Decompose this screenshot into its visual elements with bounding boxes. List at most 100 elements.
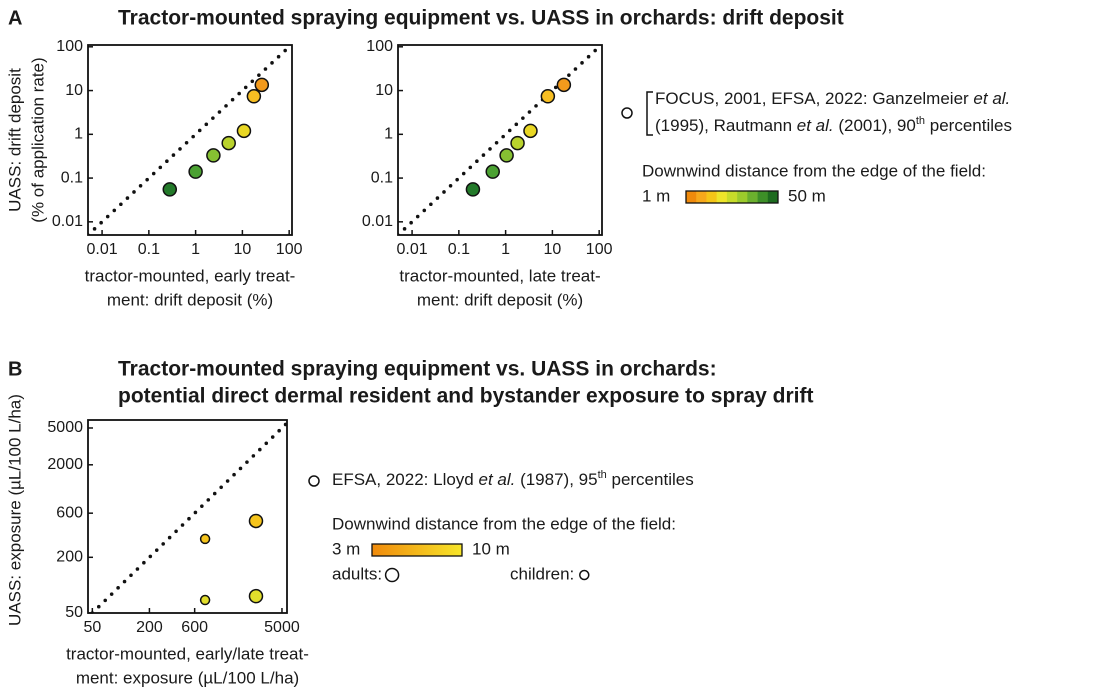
y-axis-label: UASS: drift deposit [5, 68, 24, 212]
colorbar-segment [716, 191, 728, 203]
y-tick-label: 10 [375, 82, 393, 99]
y-axis-label: (% of application rate) [28, 57, 47, 222]
legend-text-run: et al. [478, 470, 515, 489]
legend-text-run: th [916, 115, 925, 127]
legend-text-run: percentiles [925, 116, 1012, 135]
colorbar-segment [696, 191, 707, 203]
legend-marker [308, 475, 320, 487]
x-axis-label: tractor-mounted, late treat- [399, 266, 600, 285]
y-tick-label: 10 [65, 82, 83, 99]
colorbar-max-label: 10 m [472, 539, 510, 558]
x-tick-label: 600 [181, 619, 208, 636]
legend-bracket [646, 91, 653, 136]
data-point [248, 513, 264, 529]
y-tick-label: 1 [384, 126, 393, 143]
x-tick-label: 0.1 [138, 241, 160, 258]
y-tick-label: 100 [366, 38, 393, 55]
x-axis-label: tractor-mounted, early/late treat- [66, 644, 309, 663]
x-tick-label: 10 [543, 241, 561, 258]
legend-text: (1995), Rautmann et al. (2001), 90th per… [655, 115, 1012, 136]
data-point [199, 594, 211, 606]
data-point [485, 164, 500, 179]
data-point [236, 123, 252, 139]
colorbar-max-label: 50 m [788, 186, 826, 205]
identity-line [88, 45, 292, 235]
data-point [254, 77, 270, 93]
legend-text-run: (1995), Rautmann [655, 116, 797, 135]
legend-text-run: FOCUS, 2001, EFSA, 2022: Ganzelmeier [655, 89, 973, 108]
y-tick-label: 2000 [47, 456, 83, 473]
y-tick-label: 1 [74, 126, 83, 143]
legend-text-run: (2001), 90 [834, 116, 916, 135]
legend-text-run: (1987), 95 [515, 470, 597, 489]
data-point [510, 135, 525, 151]
data-point [523, 123, 538, 139]
x-axis-label: ment: drift deposit (%) [417, 290, 583, 309]
x-tick-label: 0.01 [397, 241, 428, 258]
colorbar-segment [706, 191, 717, 203]
x-tick-label: 0.01 [87, 241, 118, 258]
data-point [221, 135, 236, 151]
x-tick-label: 200 [136, 619, 163, 636]
legend-text-run: th [598, 469, 607, 481]
data-point [540, 89, 556, 104]
y-tick-label: 0.1 [61, 169, 83, 186]
panel-title: Tractor-mounted spraying equipment vs. U… [118, 7, 844, 30]
legend-series-name: adults: [332, 564, 382, 583]
data-point [199, 533, 211, 545]
x-tick-label: 0.1 [448, 241, 470, 258]
plot-frame [397, 44, 603, 236]
data-point [206, 148, 221, 163]
x-tick-label: 1 [501, 241, 510, 258]
legend-series-name: children: [510, 564, 574, 583]
panel-title: Tractor-mounted spraying equipment vs. U… [118, 358, 717, 381]
panel-label: A [8, 7, 22, 29]
x-tick-label: 10 [233, 241, 251, 258]
legend-text-run: et al. [797, 116, 834, 135]
colorbar-segment [757, 191, 769, 203]
identity-line [90, 421, 287, 613]
identity-line [398, 45, 602, 235]
x-tick-label: 100 [586, 241, 613, 258]
colorbar [372, 544, 462, 556]
y-axis-label: UASS: exposure (µL/100 L/ha) [5, 394, 24, 626]
x-axis-label: ment: exposure (µL/100 L/ha) [76, 668, 299, 687]
y-tick-label: 50 [65, 604, 83, 621]
colorbar-frame [371, 543, 463, 557]
data-point [246, 89, 262, 104]
x-tick-label: 5000 [264, 619, 300, 636]
x-tick-label: 100 [276, 241, 303, 258]
legend-marker [621, 107, 633, 119]
colorbar-segment [726, 191, 738, 203]
y-tick-label: 5000 [47, 419, 83, 436]
legend-text: FOCUS, 2001, EFSA, 2022: Ganzelmeier et … [655, 89, 1010, 108]
panel-title: potential direct dermal resident and bys… [118, 385, 814, 408]
y-tick-label: 200 [56, 549, 83, 566]
legend-text-run: et al. [973, 89, 1010, 108]
y-tick-label: 0.01 [362, 213, 393, 230]
x-tick-label: 1 [191, 241, 200, 258]
colorbar-segment [737, 191, 748, 203]
legend-text-run: EFSA, 2022: Lloyd [332, 470, 478, 489]
legend-series-marker [384, 567, 400, 583]
plot-frame [87, 44, 293, 236]
legend-text-run: percentiles [607, 470, 694, 489]
x-axis-label: tractor-mounted, early treat- [85, 266, 296, 285]
colorbar-segment [767, 191, 779, 203]
data-point [556, 77, 572, 93]
y-tick-label: 600 [56, 504, 83, 521]
plot-frame [87, 419, 288, 614]
y-tick-label: 0.01 [52, 213, 83, 230]
colorbar-title: Downwind distance from the edge of the f… [332, 514, 676, 533]
colorbar-min-label: 3 m [332, 539, 360, 558]
data-point [465, 182, 481, 197]
colorbar-frame [685, 190, 779, 204]
y-tick-label: 100 [56, 38, 83, 55]
legend-text: EFSA, 2022: Lloyd et al. (1987), 95th pe… [332, 469, 694, 490]
colorbar-segment [747, 191, 758, 203]
legend-series-marker [579, 569, 590, 581]
data-point [188, 164, 203, 179]
y-tick-label: 0.1 [371, 169, 393, 186]
colorbar-title: Downwind distance from the edge of the f… [642, 161, 986, 180]
